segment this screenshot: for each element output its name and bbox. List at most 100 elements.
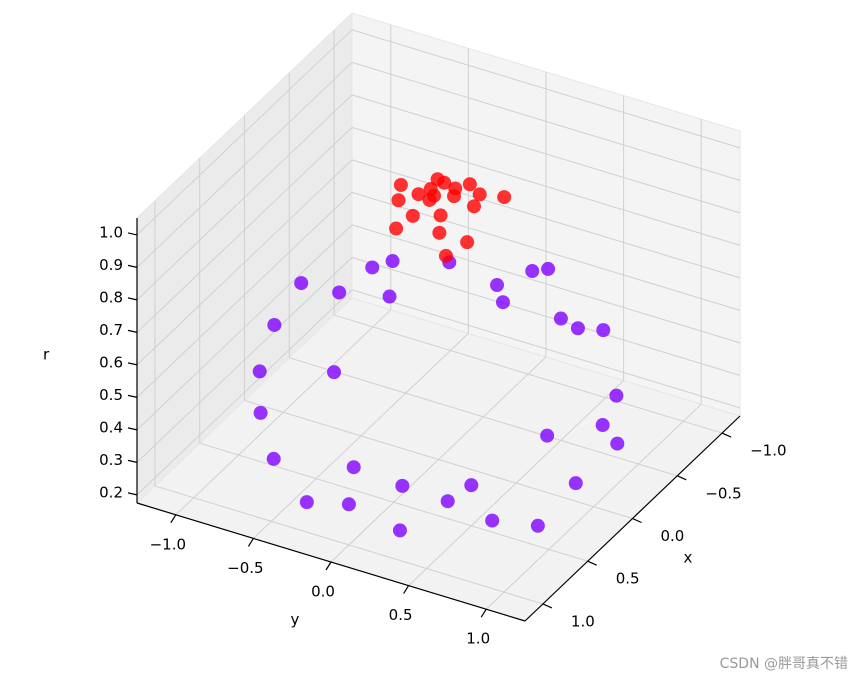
y-tick-label: 1.0 — [466, 630, 490, 648]
grid-line — [330, 356, 547, 563]
grid-line — [351, 256, 741, 376]
x-axis-label: x — [684, 549, 693, 567]
x-tick-label: 1.0 — [571, 612, 595, 630]
point — [433, 208, 448, 223]
z-tick-label: 0.8 — [99, 288, 123, 306]
z-tick — [127, 232, 138, 236]
grid-line — [485, 403, 702, 610]
z-tick-label: 0.2 — [99, 483, 123, 501]
point — [266, 451, 281, 466]
point — [495, 295, 510, 310]
point — [609, 388, 624, 403]
point — [596, 323, 611, 338]
z-tick — [127, 427, 138, 431]
y-tick — [403, 585, 410, 594]
grid-line — [351, 29, 741, 149]
grid-line — [136, 127, 353, 333]
point — [332, 285, 347, 300]
point — [472, 187, 487, 202]
point — [392, 523, 407, 538]
point — [405, 208, 420, 223]
point — [595, 418, 610, 433]
point — [365, 260, 380, 275]
grid-line — [408, 380, 624, 586]
point — [267, 317, 282, 332]
z-tick-label: 0.9 — [99, 256, 123, 274]
z-tick — [127, 329, 138, 333]
grid-line — [136, 257, 353, 463]
point — [525, 264, 540, 279]
z-tick-label: 0.5 — [99, 386, 123, 404]
point — [341, 497, 356, 512]
point — [252, 364, 267, 379]
watermark: CSDN @胖哥真不错 — [720, 656, 848, 672]
grid-line — [175, 309, 392, 516]
y-tick — [170, 514, 177, 524]
point — [530, 518, 545, 533]
point — [432, 225, 447, 240]
grid-line — [351, 61, 741, 181]
point — [294, 276, 309, 291]
point — [393, 177, 408, 192]
grid-line — [351, 126, 741, 246]
point — [411, 187, 426, 202]
z-tick — [127, 264, 138, 268]
grid-line — [351, 224, 741, 344]
z-tick-label: 0.7 — [99, 321, 123, 339]
point — [568, 476, 583, 491]
z-axis-label: r — [43, 346, 50, 364]
x-tick — [587, 560, 597, 566]
point — [299, 495, 314, 510]
point — [464, 478, 479, 493]
point — [382, 289, 397, 304]
point — [570, 321, 585, 336]
point — [438, 248, 453, 263]
z-tick-label: 0.3 — [99, 451, 123, 469]
x-tick-label: 0.5 — [616, 570, 640, 588]
point — [423, 182, 438, 197]
x-axis — [524, 415, 741, 622]
y-tick-label: −1.0 — [150, 535, 186, 553]
z-tick-label: 0.4 — [99, 418, 123, 436]
point — [490, 278, 505, 293]
x-tick — [542, 603, 553, 609]
point — [462, 177, 477, 192]
point — [253, 405, 268, 420]
point — [389, 221, 404, 236]
x-tick — [632, 517, 642, 524]
point — [553, 311, 568, 326]
grid-line — [136, 29, 353, 236]
x-tick-label: −0.5 — [705, 484, 741, 502]
grid-line — [136, 159, 353, 366]
x-tick-label: −1.0 — [750, 442, 786, 460]
grid-line — [136, 192, 353, 398]
point — [327, 365, 342, 380]
grid-line — [253, 333, 469, 539]
point — [430, 172, 445, 187]
y-tick-label: 0.0 — [311, 583, 335, 601]
point — [440, 494, 455, 509]
z-tick-label: 0.6 — [99, 353, 123, 371]
point — [460, 235, 475, 250]
y-tick-label: −0.5 — [227, 559, 263, 577]
z-tick — [127, 297, 138, 301]
y-tick-label: 0.5 — [389, 606, 413, 624]
grid-line — [136, 289, 353, 496]
grid-line — [136, 94, 353, 301]
z-tick-label: 1.0 — [99, 223, 123, 241]
y-tick — [480, 608, 487, 618]
z-tick — [127, 492, 138, 496]
x-tick — [677, 475, 687, 481]
point — [395, 478, 410, 493]
y-tick — [247, 538, 254, 547]
point — [541, 261, 556, 276]
x-tick — [721, 432, 732, 438]
grid-line — [351, 289, 741, 409]
point — [385, 254, 400, 269]
z-tick — [127, 394, 138, 398]
point — [497, 190, 512, 205]
y-tick — [325, 561, 332, 571]
grid-line — [351, 159, 741, 279]
z-tick — [127, 362, 138, 366]
